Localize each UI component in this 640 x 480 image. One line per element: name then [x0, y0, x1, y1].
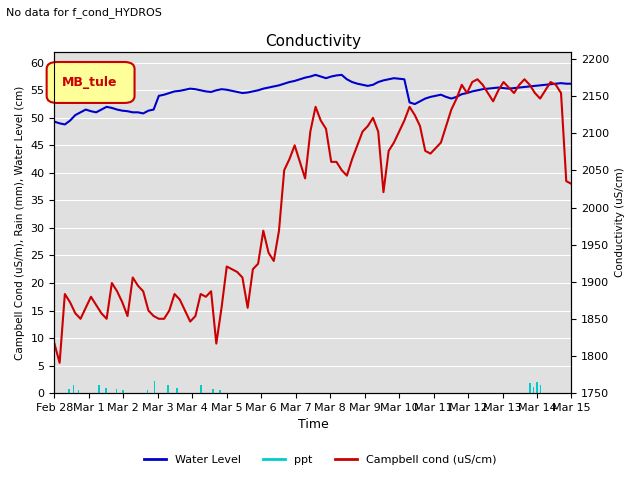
- Campbell cond (uS/cm): [364, 123, 372, 129]
- Campbell cond (uS/cm): [322, 126, 330, 132]
- Text: MB_tule: MB_tule: [62, 76, 117, 89]
- Y-axis label: Conductivity (uS/cm): Conductivity (uS/cm): [615, 168, 625, 277]
- Water Level: [552, 81, 559, 86]
- Campbell cond (uS/cm): [536, 96, 544, 101]
- Legend: Water Level, ppt, Campbell cond (uS/cm): Water Level, ppt, Campbell cond (uS/cm): [140, 451, 500, 469]
- Campbell cond (uS/cm): [176, 297, 184, 302]
- Bar: [105, 388, 107, 393]
- Bar: [529, 383, 531, 393]
- Water Level: [369, 82, 377, 88]
- Bar: [72, 385, 74, 393]
- Bar: [219, 390, 221, 393]
- Y-axis label: Campbell Cond (uS/m), Rain (mm), Water Level (cm): Campbell Cond (uS/m), Rain (mm), Water L…: [15, 85, 25, 360]
- Bar: [200, 385, 202, 393]
- Bar: [532, 386, 534, 393]
- Water Level: [51, 119, 58, 125]
- Bar: [212, 389, 214, 393]
- Water Level: [312, 72, 319, 78]
- FancyBboxPatch shape: [47, 62, 134, 103]
- Campbell cond (uS/cm): [552, 82, 559, 88]
- Water Level: [328, 73, 335, 79]
- Bar: [176, 388, 178, 393]
- Bar: [154, 381, 156, 393]
- Bar: [116, 389, 117, 393]
- Water Level: [61, 121, 68, 127]
- Water Level: [155, 93, 163, 99]
- Campbell cond (uS/cm): [51, 341, 58, 347]
- Campbell cond (uS/cm): [155, 316, 163, 322]
- Bar: [77, 390, 79, 393]
- Water Level: [536, 83, 544, 88]
- Text: No data for f_cond_HYDROS: No data for f_cond_HYDROS: [6, 7, 163, 18]
- X-axis label: Time: Time: [298, 419, 328, 432]
- Bar: [122, 390, 124, 393]
- Bar: [536, 382, 538, 393]
- Water Level: [568, 81, 575, 86]
- Water Level: [176, 88, 184, 94]
- Campbell cond (uS/cm): [568, 181, 575, 187]
- Campbell cond (uS/cm): [56, 360, 63, 366]
- Bar: [540, 385, 541, 393]
- Campbell cond (uS/cm): [474, 76, 481, 82]
- Title: Conductivity: Conductivity: [265, 34, 361, 49]
- Bar: [99, 385, 100, 393]
- Line: Water Level: Water Level: [54, 75, 572, 124]
- Bar: [68, 389, 70, 393]
- Bar: [147, 390, 148, 393]
- Bar: [167, 385, 169, 393]
- Line: Campbell cond (uS/cm): Campbell cond (uS/cm): [54, 79, 572, 363]
